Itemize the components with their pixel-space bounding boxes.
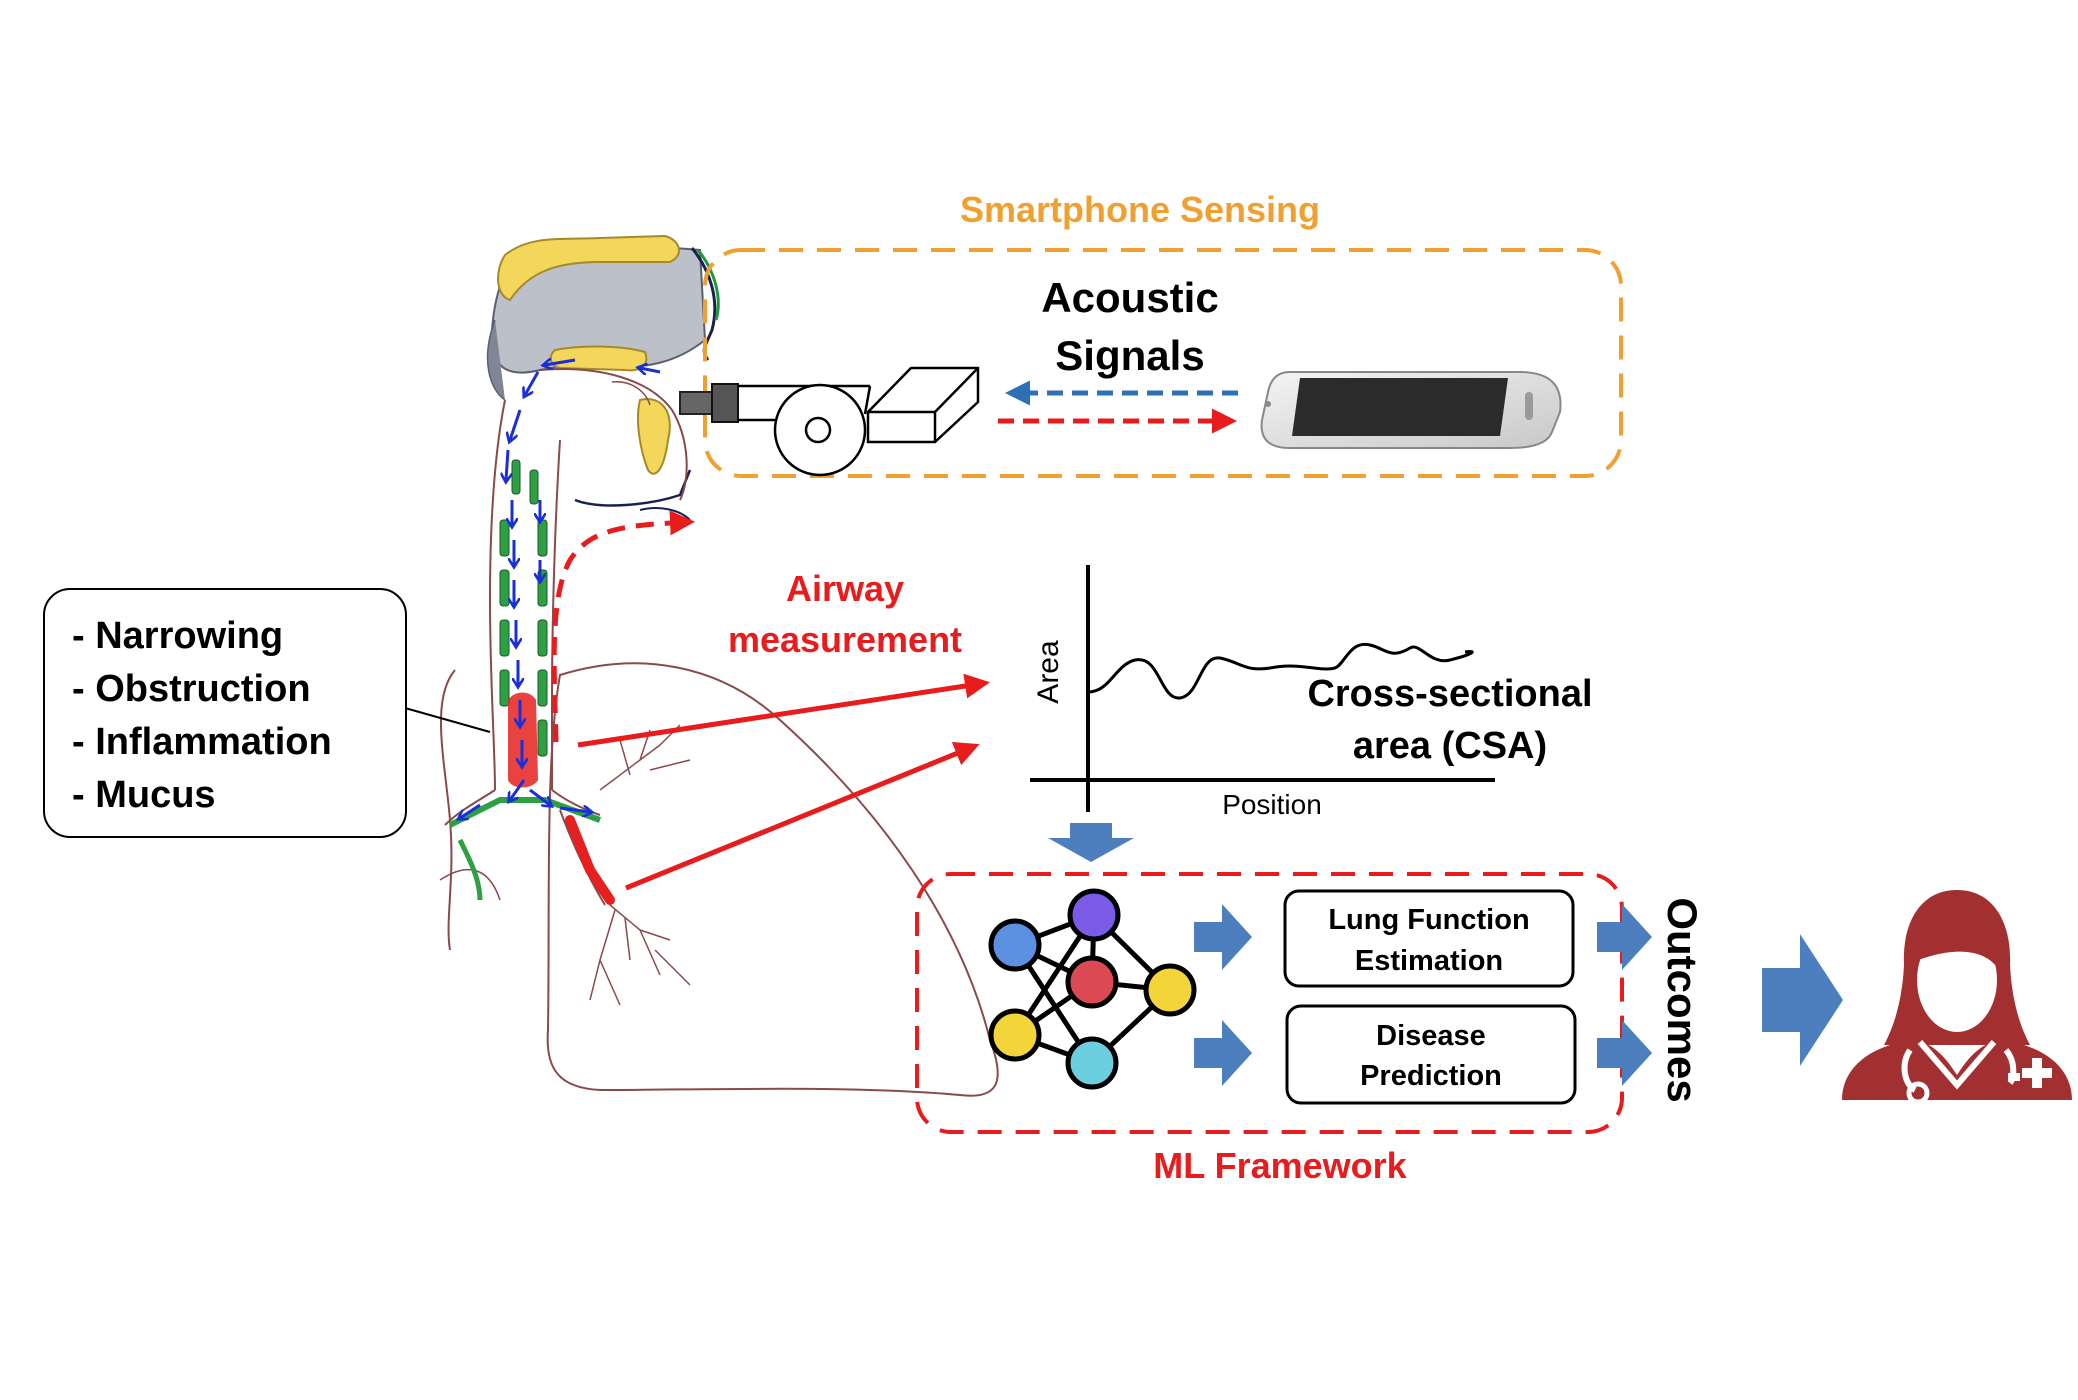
- csa-x-label: Position: [1222, 789, 1322, 820]
- condition-mucus: - Mucus: [72, 774, 216, 816]
- lung-function-line2: Estimation: [1355, 945, 1503, 977]
- trachea-measurement-arrow: [577, 673, 990, 748]
- nn-node-yellow-right: [1143, 963, 1197, 1017]
- condition-obstruction: - Obstruction: [72, 668, 311, 710]
- condition-narrowing: - Narrowing: [72, 615, 283, 657]
- acoustic-reflection-arrow: [551, 510, 695, 743]
- disease-prediction-line2: Prediction: [1360, 1060, 1502, 1092]
- ml-framework-section: ML Framework: [915, 872, 1706, 1186]
- condition-inflammation: - Inflammation: [72, 721, 332, 763]
- csa-label-line1: Cross-sectional: [1307, 673, 1592, 715]
- arrow-lung-to-outcomes: [1597, 904, 1652, 970]
- arrow-disease-to-outcomes: [1597, 1020, 1652, 1086]
- acoustic-pipe-device: [679, 366, 980, 477]
- ml-framework-title: ML Framework: [1153, 1145, 1407, 1186]
- csa-label-line2: area (CSA): [1353, 725, 1547, 767]
- doctor-icon: [1842, 890, 2072, 1105]
- acoustic-signals-line1: Acoustic: [1041, 274, 1218, 321]
- bronchi-measurement-arrow: [625, 741, 980, 891]
- csa-y-label: Area: [1032, 640, 1065, 704]
- arrow-to-lung-function: [1194, 904, 1252, 970]
- nn-node-red: [1065, 955, 1119, 1009]
- lung-function-box: [1283, 889, 1575, 988]
- smartphone-sensing-section: Smartphone Sensing Acoustic Signals: [679, 189, 1623, 478]
- down-arrow-to-ml: [1048, 823, 1134, 862]
- ml-framework-box: [915, 872, 1624, 1134]
- nn-node-cyan: [1065, 1036, 1119, 1090]
- neural-network-icon: [988, 888, 1197, 1090]
- callout-pointer-line: [404, 707, 491, 733]
- csa-curve: [1087, 642, 1474, 700]
- airway-measurement-line2: measurement: [728, 619, 962, 660]
- csa-chart: Area Position Cross-sectional area (CSA): [1030, 565, 1593, 820]
- smartphone-sensing-title: Smartphone Sensing: [960, 189, 1320, 230]
- arrow-to-disease-prediction: [1194, 1020, 1252, 1086]
- disease-prediction-line1: Disease: [1376, 1020, 1486, 1052]
- nn-node-blue: [988, 918, 1042, 972]
- lung-function-line1: Lung Function: [1328, 904, 1529, 936]
- smartphone-icon: [1260, 371, 1562, 449]
- nn-node-yellow-left: [988, 1008, 1042, 1062]
- outcomes-label: Outcomes: [1659, 897, 1706, 1102]
- arrow-to-doctor: [1762, 934, 1843, 1066]
- smartphone-sensing-box: [703, 248, 1623, 478]
- airway-measurement-line1: Airway: [786, 568, 904, 609]
- conditions-callout: - Narrowing - Obstruction - Inflammation…: [43, 588, 491, 838]
- conditions-box: [43, 588, 407, 838]
- acoustic-signals-line2: Signals: [1055, 332, 1204, 379]
- airway-anatomy-illustration: [439, 234, 999, 1097]
- airway-measurement-section: Airway measurement: [551, 510, 990, 891]
- nn-node-purple: [1067, 888, 1121, 942]
- disease-prediction-box: [1285, 1004, 1577, 1105]
